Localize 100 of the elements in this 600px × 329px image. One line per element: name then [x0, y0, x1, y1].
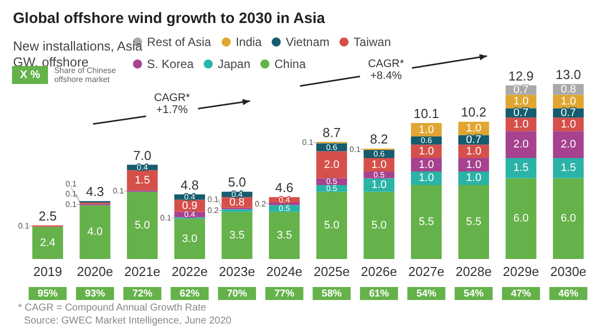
data-label: 5.0 [324, 219, 340, 232]
legend-label: India [236, 35, 262, 49]
data-label: 0.7 [560, 106, 576, 119]
data-label: 1.0 [513, 118, 529, 130]
data-label: 1.0 [371, 158, 387, 171]
data-label: 1.5 [134, 174, 150, 186]
x-tick-label: 2022e [172, 264, 208, 279]
total-label: 10.1 [414, 106, 439, 122]
text: 54% [416, 288, 436, 300]
legend-label: China [274, 57, 306, 71]
data-label: 1.0 [466, 158, 482, 171]
data-label: 5.5 [466, 216, 482, 228]
data-label: 0.7 [513, 84, 529, 96]
x-tick-label: 2030e [550, 264, 586, 279]
total-label: 5.0 [228, 174, 246, 190]
chart-title: Global offshore wind growth to 2030 in Asia [13, 10, 326, 27]
data-label: 3.5 [229, 229, 245, 242]
data-label: 1.0 [418, 158, 434, 171]
total-label: 8.2 [370, 132, 388, 147]
data-label: 0.5 [278, 204, 290, 214]
total-label: 8.7 [322, 124, 341, 140]
data-label: 1.0 [466, 122, 482, 134]
data-label: 1.0 [418, 145, 434, 158]
x-tick-label: 2020e [76, 264, 114, 279]
text: 54% [464, 288, 484, 300]
data-label: 1.0 [560, 96, 576, 108]
x-tick-label: 2027e [408, 264, 444, 279]
x-tick-label: 2024e [266, 264, 302, 279]
data-label: 3.5 [276, 229, 292, 242]
x-tick-label: 2026e [360, 264, 398, 279]
data-label: 0.1 [65, 190, 78, 199]
legend-label: Taiwan [354, 35, 391, 49]
total-label: 2.5 [38, 208, 57, 224]
data-label: 1.0 [560, 118, 576, 130]
x-tick-label: 2019 [33, 264, 62, 279]
text: * CAGR = Compound Annual Growth Rate [18, 302, 207, 314]
data-label: 5.5 [418, 216, 434, 228]
data-label: 6.0 [560, 212, 576, 225]
text: 77% [274, 288, 294, 300]
data-label: 0.1 [18, 222, 30, 231]
data-label: 0.2 [207, 206, 220, 216]
text: X % [12, 66, 48, 84]
total-label: 4.6 [275, 180, 294, 196]
data-label: 0.1 [160, 213, 172, 222]
data-label: 4.0 [87, 226, 103, 238]
text: 93% [84, 288, 106, 300]
text: 95% [38, 288, 58, 300]
data-label: 0.8 [229, 196, 245, 208]
data-label: 0.6 [373, 150, 386, 158]
data-label: 0.9 [182, 200, 198, 212]
data-label: 0.4 [184, 210, 196, 220]
data-label: 1.0 [513, 96, 529, 108]
total-label: 4.3 [86, 184, 104, 200]
text: CAGR* +8.4% [368, 58, 405, 82]
data-label: 0.7 [513, 106, 529, 119]
data-label: 3.0 [182, 232, 198, 245]
data-label: 1.0 [371, 178, 387, 191]
data-label: 0.7 [466, 134, 482, 146]
data-label: 0.1 [112, 186, 124, 196]
data-label: 0.8 [560, 83, 576, 96]
total-label: 12.9 [508, 68, 534, 84]
data-label: 0.4 [231, 190, 244, 199]
data-label: 0.1 [207, 195, 220, 204]
data-label: 2.0 [513, 138, 529, 151]
total-label: 4.8 [180, 177, 199, 192]
data-label: 0.5 [373, 170, 386, 180]
legend-label: Japan [218, 57, 250, 71]
data-label: 5.0 [371, 219, 387, 232]
x-tick-label: 2025e [314, 264, 350, 279]
legend-label: Rest of Asia [147, 35, 212, 49]
data-label: 1.5 [560, 162, 576, 174]
data-label: 1.0 [418, 124, 434, 136]
annotation: Share of Chinese offshore market [54, 66, 116, 84]
total-label: 10.2 [461, 104, 486, 120]
annotation: CAGR* +1.7% [154, 92, 191, 116]
data-label: 5.0 [134, 219, 150, 232]
data-label: 0.4 [184, 192, 196, 202]
data-label: 2.0 [324, 158, 340, 171]
data-label: 0.6 [326, 142, 338, 152]
data-label: 0.5 [326, 177, 338, 186]
data-label: 1.0 [418, 172, 434, 184]
x-tick-label: 2021e [124, 264, 160, 279]
data-label: 6.0 [513, 212, 529, 225]
text: 47% [510, 288, 532, 300]
data-label: 2.0 [560, 138, 576, 151]
legend-label: Vietnam [286, 35, 330, 49]
data-label: 0.4 [278, 195, 290, 204]
x-tick-label: 2029e [502, 264, 540, 279]
x-tick-label: 2023e [218, 264, 256, 279]
data-label: 0.5 [326, 184, 338, 193]
data-label: 0.4 [136, 162, 148, 172]
text: 70% [226, 288, 248, 300]
data-label: 0.1 [349, 144, 362, 154]
legend-label: S. Korea [147, 57, 194, 71]
data-label: 0.1 [302, 138, 314, 148]
total-label: 13.0 [556, 67, 581, 82]
data-label: 2.4 [40, 236, 56, 249]
text: 72% [132, 288, 152, 300]
data-label: 0.1 [65, 200, 78, 209]
text: 61% [368, 288, 390, 300]
